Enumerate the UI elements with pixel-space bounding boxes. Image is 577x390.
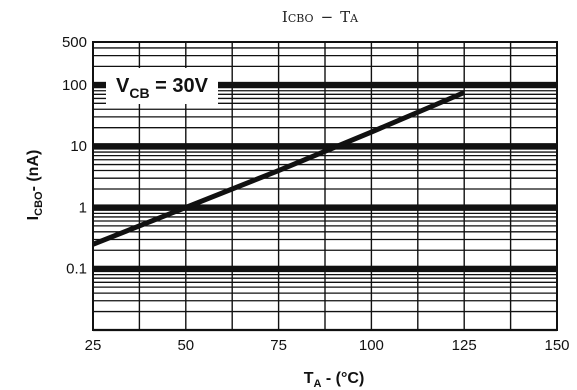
title-cbo: CBO	[288, 12, 314, 25]
annotation-background	[106, 68, 218, 104]
annotation-value: = 30V	[150, 75, 209, 97]
decade-band	[93, 265, 557, 272]
x-tick-label: 75	[270, 337, 287, 354]
annotation-v: V	[116, 75, 130, 97]
x-tick-label: 50	[177, 337, 194, 354]
ylabel-unit: - (nA)	[25, 150, 42, 192]
y-tick-label: 1	[79, 199, 87, 216]
annotation-cb: CB	[129, 85, 149, 101]
decade-band	[93, 204, 557, 211]
y-tick-label: 0.1	[66, 261, 87, 278]
y-tick-label: 10	[70, 138, 87, 155]
xlabel-unit: - (°C)	[321, 370, 364, 387]
x-tick-label: 25	[85, 337, 102, 354]
decade-band	[93, 143, 557, 150]
xlabel-a: A	[314, 378, 322, 390]
xlabel-t: T	[304, 370, 314, 387]
ylabel-i: I	[25, 216, 42, 220]
annotation-text: VCB = 30V	[116, 75, 209, 101]
x-axis-label: TA - (°C)	[304, 370, 365, 390]
x-tick-label: 150	[544, 337, 569, 354]
title-a: A	[349, 12, 359, 25]
series-layer	[92, 90, 466, 247]
title-t: T	[340, 8, 350, 26]
x-tick-label: 125	[452, 337, 477, 354]
series-line	[92, 90, 466, 247]
chart-title: ICBO − TA	[282, 8, 359, 26]
plot-frame	[92, 41, 558, 331]
x-tick-label: 100	[359, 337, 384, 354]
title-i: I	[282, 8, 288, 26]
title-dash: −	[321, 8, 334, 26]
decade-band	[93, 81, 557, 88]
vcb-annotation: VCB = 30V	[106, 68, 218, 104]
ylabel-cbo: CBO	[33, 191, 45, 216]
x-tick-labels: 25 50 75 100 125 150	[85, 337, 570, 354]
y-axis-label: ICBO- (nA)	[25, 150, 45, 221]
y-tick-label: 500	[62, 34, 87, 51]
y-tick-labels: 0.1 1 10 100 500	[62, 34, 87, 278]
y-tick-label: 100	[62, 77, 87, 94]
